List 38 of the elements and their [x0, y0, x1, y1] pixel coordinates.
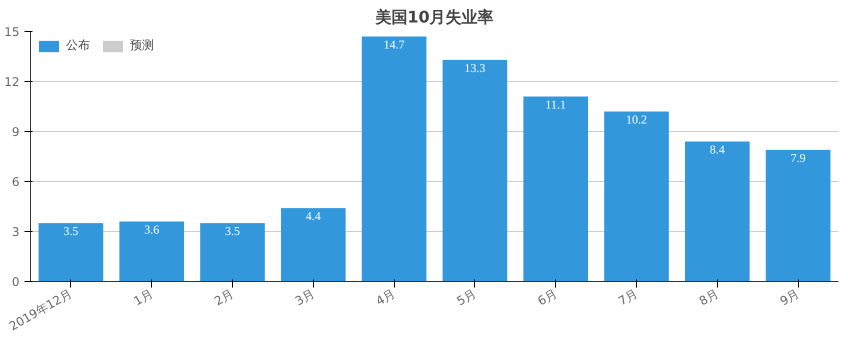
y-tick-label: 15	[4, 25, 20, 39]
x-tick-label: 9月	[778, 286, 802, 308]
bar	[523, 96, 588, 282]
bar	[38, 223, 104, 282]
bar	[280, 208, 346, 282]
bar	[684, 142, 750, 282]
bar	[442, 60, 508, 282]
bar	[604, 112, 669, 282]
x-tick-label: 1月	[131, 286, 156, 308]
data-label: 3.5	[225, 224, 240, 238]
data-label: 8.4	[710, 142, 725, 156]
data-label: 13.3	[464, 60, 486, 75]
y-tick-label: 3	[12, 225, 20, 239]
x-tick-label: 3月	[292, 286, 317, 308]
bar	[362, 36, 426, 282]
x-tick-label: 8月	[696, 286, 721, 308]
data-label: 11.1	[545, 98, 566, 112]
chart-title: 美国10月失业率	[374, 8, 494, 26]
data-label: 14.7	[384, 38, 405, 52]
data-label: 4.4	[306, 209, 321, 224]
bar	[766, 150, 830, 282]
data-label: 3.5	[63, 224, 78, 238]
x-tick-label: 4月	[374, 286, 398, 308]
legend-label: 公布	[66, 37, 90, 54]
data-label: 3.6	[144, 222, 160, 236]
y-tick-label: 9	[12, 125, 20, 139]
legend-label: 预测	[130, 37, 154, 54]
x-tick-label: 6月	[535, 286, 560, 308]
bar	[119, 222, 184, 282]
y-tick-label: 12	[4, 75, 20, 89]
y-tick-label: 6	[12, 175, 20, 189]
data-label: 10.2	[626, 112, 647, 126]
data-label: 7.9	[790, 150, 806, 165]
bar	[200, 223, 265, 282]
x-tick-label: 2月	[212, 286, 236, 308]
y-tick-label: 0	[12, 275, 20, 289]
x-tick-label: 7月	[616, 286, 640, 308]
x-tick-label: 5月	[454, 286, 478, 308]
